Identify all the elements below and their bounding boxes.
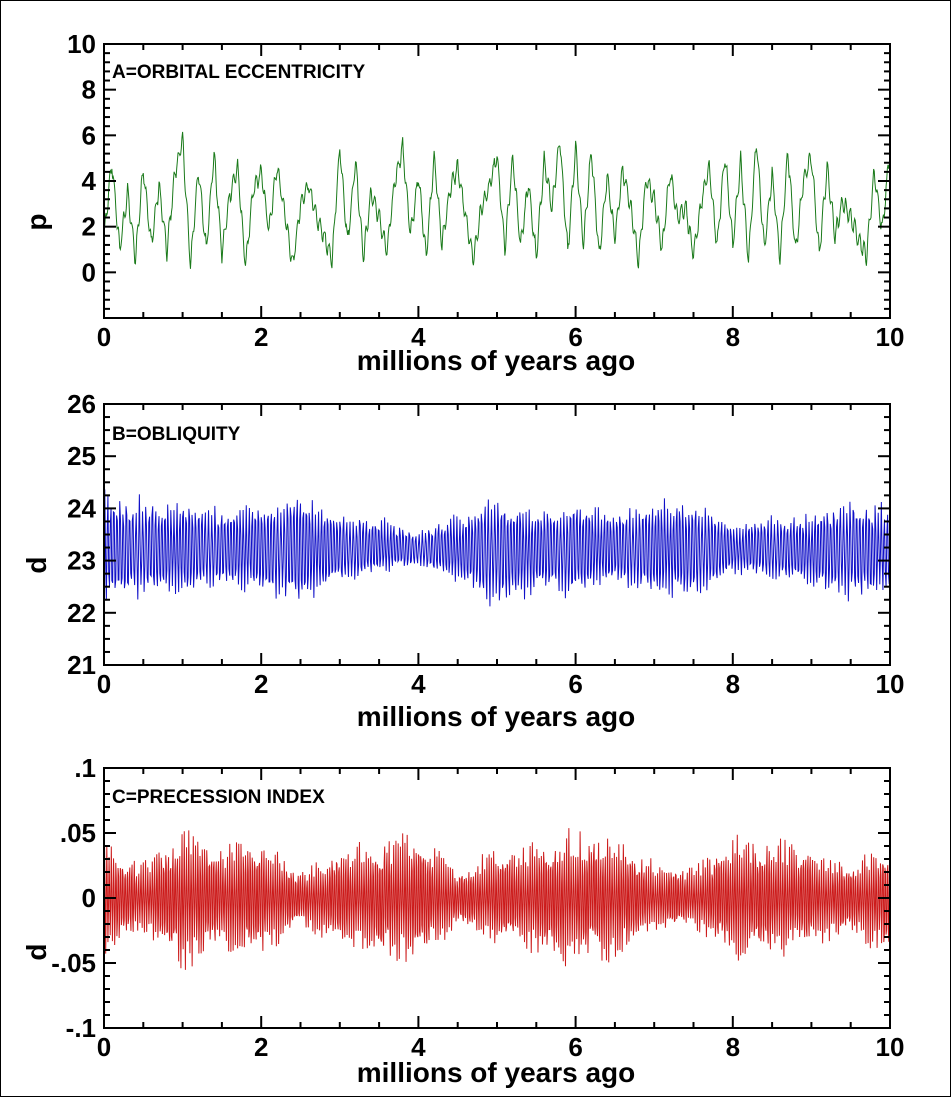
panel-a-ytick-label: 10 — [67, 29, 96, 59]
panel-c-xlabel: millions of years ago — [357, 1057, 636, 1088]
panel-a-series-line — [104, 131, 890, 269]
panel-c-ytick-label: .05 — [60, 818, 96, 848]
panel-c-series-line — [104, 828, 890, 970]
panel-c-xtick-label: 4 — [411, 1032, 426, 1062]
panel-a-xtick-label: 8 — [726, 322, 740, 352]
panel-a-title: A=ORBITAL ECCENTRICITY — [112, 62, 365, 83]
panel-c-ytick-label: -.1 — [66, 1013, 96, 1043]
panel-a-ylabel: p — [21, 213, 52, 230]
panel-b-xtick-label: 10 — [876, 669, 905, 699]
panel-b-ytick-label: 23 — [67, 546, 96, 576]
panel-a-ytick-label: 6 — [82, 120, 96, 150]
panel-a-xtick-label: 4 — [411, 322, 426, 352]
panel-b-xlabel: millions of years ago — [357, 701, 636, 732]
panel-a-ytick-label: 0 — [82, 257, 96, 287]
panel-b-ylabel: d — [21, 556, 52, 573]
panel-a: A=ORBITAL ECCENTRICITY 0 2 4 6 8 10 0 2 4 6 8 10 mi… — [21, 29, 904, 376]
panel-c-ytick-label: -.05 — [51, 948, 96, 978]
panel-a-ytick-label: 2 — [82, 212, 96, 242]
panel-b-xtick-label: 0 — [97, 669, 111, 699]
panel-a-axes-frame — [103, 43, 891, 319]
panel-a-xtick-label: 0 — [97, 322, 111, 352]
panel-c-title: C=PRECESSION INDEX — [112, 787, 325, 808]
panel-c: C=PRECESSION INDEX 0 2 4 6 8 10.1.050-.05-.1 … — [21, 753, 904, 1088]
panel-b-series-line — [104, 489, 890, 607]
panel-a-xlabel: millions of years ago — [357, 345, 636, 376]
panel-c-plot: 0 2 4 6 8 10 .1 .05 0 -.05 -.1 — [51, 753, 904, 1062]
panel-b-xtick-label: 4 — [411, 669, 426, 699]
panel-a-ytick-label: 4 — [82, 166, 97, 196]
panel-b-xtick-label: 6 — [568, 669, 582, 699]
panel-b-xtick-label: 8 — [726, 669, 740, 699]
panel-a-xtick-label: 2 — [254, 322, 268, 352]
panel-c-xtick-label: 8 — [726, 1032, 740, 1062]
panel-a-ytick-label: 8 — [82, 75, 96, 105]
panel-b-ytick-label: 21 — [67, 650, 96, 680]
panel-c-ytick-label: .1 — [74, 753, 96, 783]
panel-b-ytick-label: 22 — [67, 598, 96, 628]
panel-c-ylabel: d — [21, 943, 52, 960]
panel-b-title: B=OBLIQUITY — [112, 424, 241, 445]
panel-c-xtick-label: 0 — [97, 1032, 111, 1062]
panel-a-xtick-label: 6 — [568, 322, 582, 352]
panel-c-xtick-label: 10 — [876, 1032, 905, 1062]
panel-a-plot: 0 2 4 6 8 10 0 2 4 6 8 10 — [67, 29, 904, 352]
panel-c-ytick-label: 0 — [82, 883, 96, 913]
panel-c-xtick-label: 2 — [254, 1032, 268, 1062]
panel-c-xtick-label: 6 — [568, 1032, 582, 1062]
panel-b-ytick-label: 26 — [67, 389, 96, 419]
panel-b-xtick-label: 2 — [254, 669, 268, 699]
panel-b-ytick-label: 24 — [67, 493, 96, 523]
panel-a-xtick-label: 10 — [876, 322, 905, 352]
panel-b-ytick-label: 25 — [67, 441, 96, 471]
